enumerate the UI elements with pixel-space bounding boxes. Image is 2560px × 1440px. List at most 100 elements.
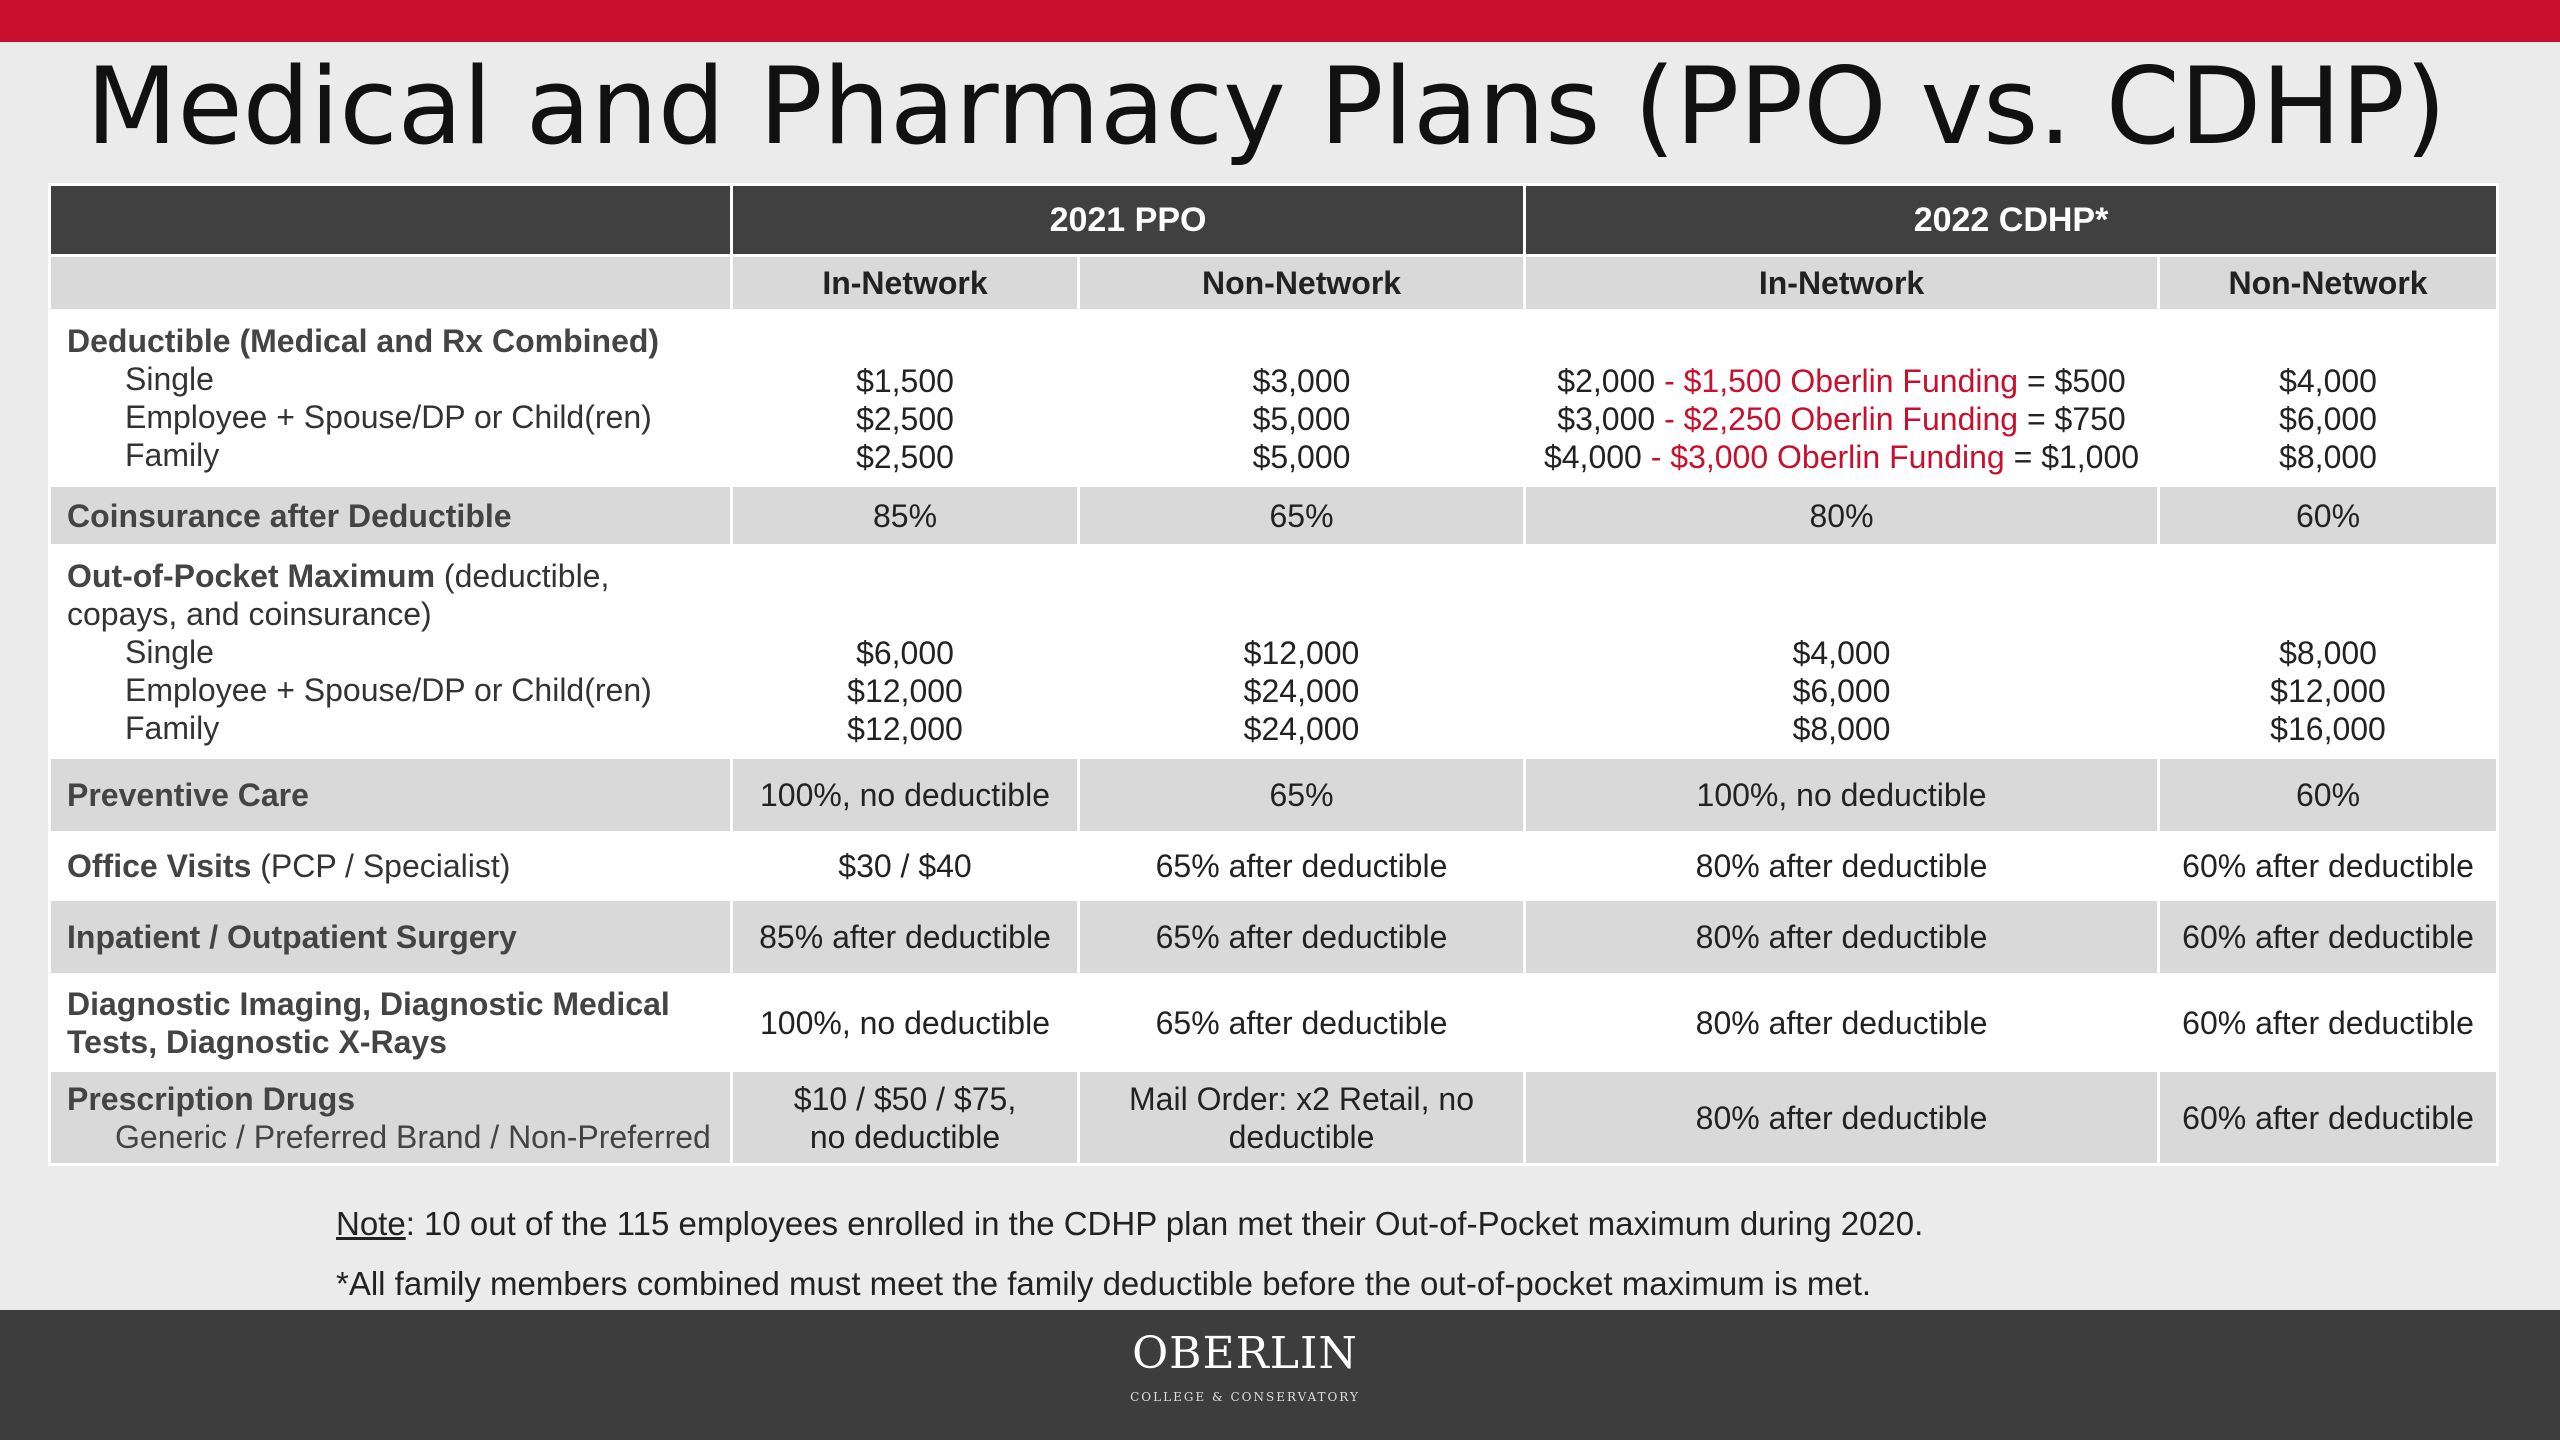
header-ppo-in-network: In-Network	[730, 254, 1080, 312]
coinsurance-cdhp-non: 60%	[2157, 484, 2500, 547]
value-family: $12,000	[847, 711, 963, 747]
coinsurance-label: Coinsurance after Deductible	[67, 497, 512, 534]
rx-label: Prescription Drugs	[67, 1080, 356, 1117]
surgery-ppo-non: 65% after deductible	[1076, 898, 1527, 976]
row-label-coinsurance: Coinsurance after Deductible	[48, 484, 733, 547]
notes-section: Note: 10 out of the 115 employees enroll…	[336, 1196, 1923, 1316]
surgery-label: Inpatient / Outpatient Surgery	[67, 919, 517, 955]
preventive-cdhp-in: 100%, no deductible	[1523, 756, 2161, 834]
tier-family-label: Family	[125, 710, 220, 746]
deductible-cdhp-non: $4,000 $6,000 $8,000	[2157, 309, 2500, 487]
value-employee-plus: $3,000 - $2,250 Oberlin Funding = $750	[1526, 400, 2157, 438]
preventive-label: Preventive Care	[67, 777, 309, 813]
header-row-plans: 2021 PPO 2022 CDHP*	[48, 183, 2500, 257]
oberlin-funding: - $1,500 Oberlin Funding	[1664, 363, 2019, 399]
rx-ppo-non-line1: Mail Order: x2 Retail, no	[1129, 1080, 1475, 1117]
oop-label-line2: copays, and coinsurance)	[67, 596, 432, 632]
header-empty-cell	[48, 254, 733, 312]
deductible-label: Deductible (Medical and Rx Combined)	[67, 323, 660, 359]
office-ppo-non: 65% after deductible	[1076, 831, 1527, 901]
office-ppo-in: $30 / $40	[730, 831, 1080, 901]
oop-cdhp-in: $4,000 $6,000 $8,000	[1523, 544, 2161, 759]
value-employee-plus: $12,000	[2270, 673, 2386, 709]
value-family: $16,000	[2270, 711, 2386, 747]
rx-ppo-non-line2: deductible	[1228, 1118, 1375, 1155]
imaging-ppo-non: 65% after deductible	[1076, 973, 1527, 1072]
header-row-networks: In-Network Non-Network In-Network Non-Ne…	[48, 254, 2500, 312]
table-row-office-visits: Office Visits (PCP / Specialist) $30 / $…	[48, 831, 2500, 901]
value-single: $4,000	[2279, 363, 2377, 399]
header-cdhp-non-network: Non-Network	[2157, 254, 2500, 312]
table-row-surgery: Inpatient / Outpatient Surgery 85% after…	[48, 898, 2500, 976]
header-ppo-non-network: Non-Network	[1076, 254, 1527, 312]
table-row-oop-max: Out-of-Pocket Maximum (deductible, copay…	[48, 544, 2500, 759]
top-accent-bar	[0, 0, 2560, 42]
oop-label: Out-of-Pocket Maximum	[67, 558, 436, 594]
net-amount: = $500	[2026, 363, 2126, 399]
rx-cdhp-in: 80% after deductible	[1523, 1069, 2161, 1166]
surgery-ppo-in: 85% after deductible	[730, 898, 1080, 976]
oop-ppo-non: $12,000 $24,000 $24,000	[1076, 544, 1527, 759]
coinsurance-ppo-in: 85%	[730, 484, 1080, 547]
note-text: : 10 out of the 115 employees enrolled i…	[405, 1205, 1924, 1242]
oop-ppo-in: $6,000 $12,000 $12,000	[730, 544, 1080, 759]
base-amount: $3,000	[1557, 401, 1656, 437]
value-family: $8,000	[1792, 711, 1891, 747]
base-amount: $4,000	[1543, 439, 1642, 475]
note-label: Note	[336, 1205, 406, 1242]
slide-title: Medical and Pharmacy Plans (PPO vs. CDHP…	[86, 45, 2447, 168]
tier-employee-plus-label: Employee + Spouse/DP or Child(ren)	[125, 399, 652, 435]
imaging-cdhp-non: 60% after deductible	[2157, 973, 2500, 1072]
value-family: $24,000	[1243, 711, 1360, 747]
value-family: $5,000	[1252, 439, 1351, 475]
tier-single-label: Single	[125, 361, 214, 397]
value-single: $4,000	[1792, 635, 1891, 671]
oop-label-line1: Out-of-Pocket Maximum (deductible,	[67, 557, 730, 595]
office-cdhp-non: 60% after deductible	[2157, 831, 2500, 901]
tier-family-label: Family	[125, 437, 220, 473]
plans-table-wrapper: 2021 PPO 2022 CDHP* In-Network Non-Netwo…	[48, 183, 2500, 1166]
row-label-diagnostic-imaging: Diagnostic Imaging, Diagnostic Medical T…	[48, 973, 733, 1072]
note-line: Note: 10 out of the 115 employees enroll…	[336, 1196, 1923, 1256]
value-family: $8,000	[2279, 439, 2377, 475]
value-employee-plus: $24,000	[1243, 673, 1360, 709]
table-row-preventive-care: Preventive Care 100%, no deductible 65% …	[48, 756, 2500, 834]
table-row-diagnostic-imaging: Diagnostic Imaging, Diagnostic Medical T…	[48, 973, 2500, 1072]
logo-wordmark: OBERLIN	[1132, 1328, 1358, 1379]
rx-cdhp-non: 60% after deductible	[2157, 1069, 2500, 1166]
table-row-coinsurance: Coinsurance after Deductible 85% 65% 80%…	[48, 484, 2500, 547]
imaging-label-line1: Diagnostic Imaging, Diagnostic Medical	[67, 985, 670, 1022]
value-employee-plus: $12,000	[847, 673, 963, 709]
oberlin-funding: - $3,000 Oberlin Funding	[1650, 439, 2005, 475]
deductible-cdhp-in: $2,000 - $1,500 Oberlin Funding = $500 $…	[1523, 309, 2161, 487]
value-family: $2,500	[856, 439, 954, 475]
value-employee-plus: $6,000	[2279, 401, 2377, 437]
imaging-cdhp-in: 80% after deductible	[1523, 973, 2161, 1072]
value-single: $8,000	[2279, 635, 2377, 671]
rx-ppo-in: $10 / $50 / $75, no deductible	[730, 1069, 1080, 1166]
row-label-preventive-care: Preventive Care	[48, 756, 733, 834]
rx-ppo-in-line1: $10 / $50 / $75,	[793, 1080, 1017, 1117]
deductible-ppo-in: $1,500 $2,500 $2,500	[730, 309, 1080, 487]
surgery-cdhp-in: 80% after deductible	[1523, 898, 2161, 976]
value-single: $6,000	[856, 635, 954, 671]
value-employee-plus: $6,000	[1792, 673, 1891, 709]
coinsurance-cdhp-in: 80%	[1523, 484, 2161, 547]
table-row-deductible: Deductible (Medical and Rx Combined) Sin…	[48, 309, 2500, 487]
preventive-cdhp-non: 60%	[2157, 756, 2500, 834]
imaging-label-line2: Tests, Diagnostic X-Rays	[67, 1023, 447, 1060]
row-label-deductible: Deductible (Medical and Rx Combined) Sin…	[48, 309, 733, 487]
rx-ppo-non: Mail Order: x2 Retail, no deductible	[1076, 1069, 1527, 1166]
row-label-surgery: Inpatient / Outpatient Surgery	[48, 898, 733, 976]
header-empty-cell	[48, 183, 733, 257]
value-single: $2,000 - $1,500 Oberlin Funding = $500	[1526, 362, 2157, 400]
row-label-oop-max: Out-of-Pocket Maximum (deductible, copay…	[48, 544, 733, 759]
value-single: $12,000	[1243, 635, 1360, 671]
header-ppo: 2021 PPO	[729, 183, 1527, 257]
office-label: Office Visits	[67, 848, 252, 884]
oberlin-logo: OBERLIN COLLEGE & CONSERVATORY	[1120, 1328, 1370, 1404]
value-single: $3,000	[1252, 363, 1351, 399]
footnote-line: *All family members combined must meet t…	[336, 1265, 1872, 1302]
value-employee-plus: $5,000	[1252, 401, 1351, 437]
row-label-office-visits: Office Visits (PCP / Specialist)	[48, 831, 733, 901]
